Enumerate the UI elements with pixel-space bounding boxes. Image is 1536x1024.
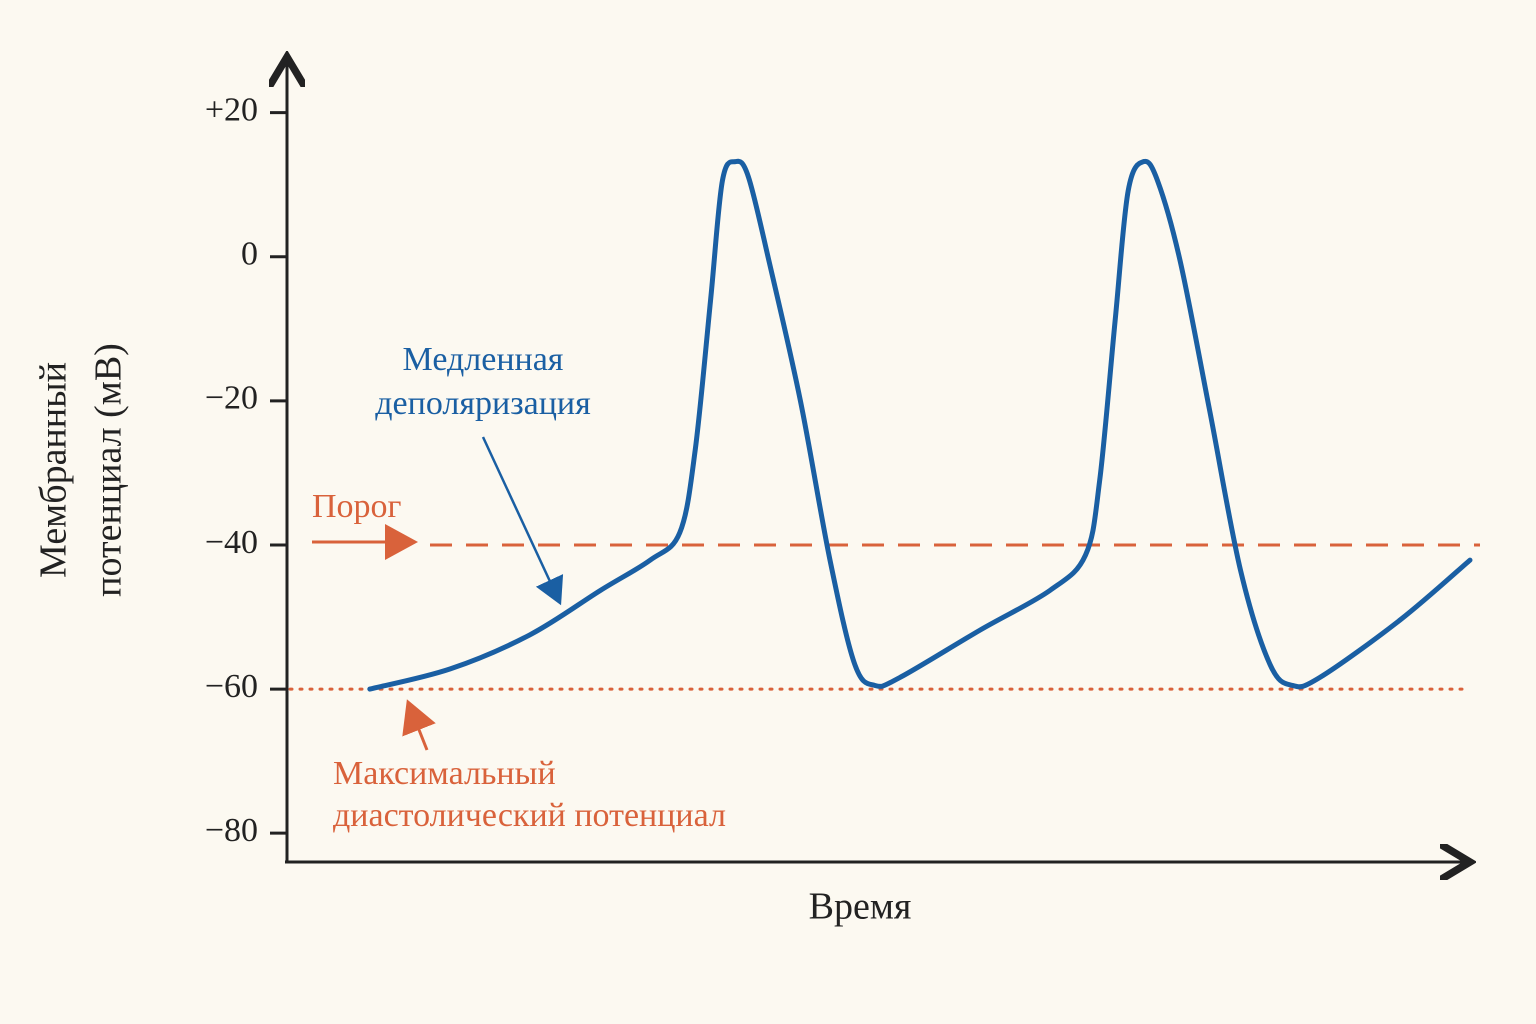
y-tick-label: −20 xyxy=(205,380,258,417)
annotation-label: деполяризация xyxy=(375,385,591,422)
y-tick-label: 0 xyxy=(241,236,258,273)
y-tick-label: −60 xyxy=(205,668,258,705)
threshold-label: Порог xyxy=(312,488,402,525)
mdp-label: Максимальный xyxy=(333,755,556,792)
y-axis-label: потенциал (мВ) xyxy=(88,343,130,597)
y-tick-label: −80 xyxy=(205,812,258,849)
y-axis-label: Мембранный xyxy=(33,362,75,578)
mdp-arrow xyxy=(402,699,436,751)
x-axis-label: Время xyxy=(809,886,912,928)
y-tick-label: +20 xyxy=(205,91,258,128)
annotation-label: Медленная xyxy=(403,341,564,378)
y-tick-label: −40 xyxy=(205,524,258,561)
line-series xyxy=(367,158,1473,692)
annotation-arrow xyxy=(481,436,564,606)
mdp-label: диастолический потенциал xyxy=(333,797,726,834)
